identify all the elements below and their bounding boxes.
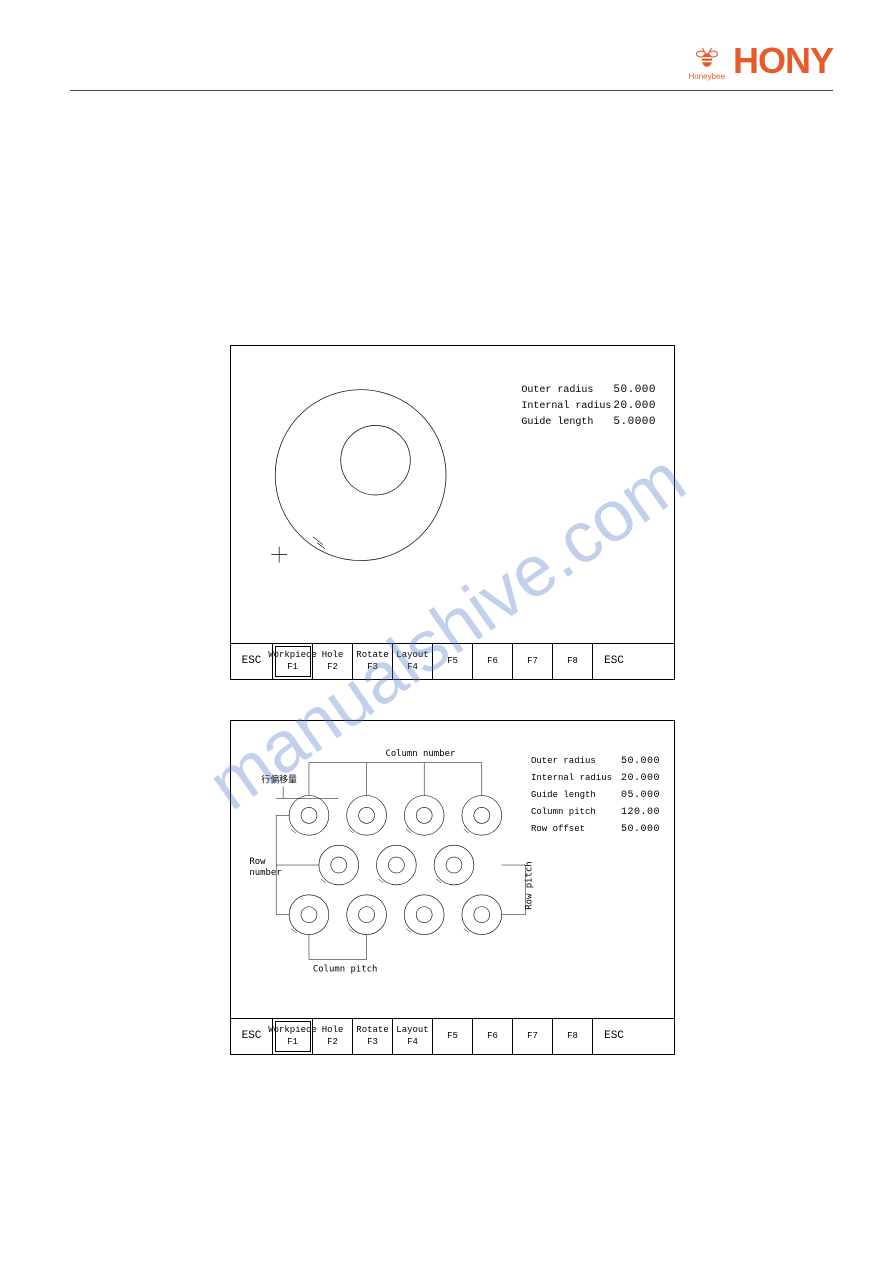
svg-text:Row: Row	[249, 857, 266, 867]
fkey-label: Rotate	[356, 650, 388, 662]
param-label: Outer radius	[521, 385, 613, 396]
function-key-row: ESCWorkpieceF1HoleF2RotateF3LayoutF4F5F6…	[231, 1018, 674, 1054]
f6-button[interactable]: F6	[473, 644, 513, 679]
function-key-row: ESCWorkpieceF1HoleF2RotateF3LayoutF4F5F6…	[231, 643, 674, 679]
param-row: Internal radius 20.000	[521, 400, 656, 412]
canvas-single: Outer radius 50.000 Internal radius 20.0…	[231, 346, 674, 643]
param-value[interactable]: 05.000	[621, 790, 660, 801]
svg-text:Row pitch: Row pitch	[524, 861, 534, 909]
workpiece-panel-layout: Column number 行偏移量 Row number Column pit…	[230, 720, 675, 1055]
f7-button[interactable]: F7	[513, 644, 553, 679]
fkey-label: Workpiece	[268, 1025, 317, 1037]
svg-text:Column pitch: Column pitch	[313, 964, 377, 974]
fkey-number: F5	[447, 1031, 458, 1043]
svg-text:行偏移量: 行偏移量	[261, 774, 297, 786]
f3-button[interactable]: RotateF3	[353, 644, 393, 679]
param-value[interactable]: 50.000	[613, 384, 656, 396]
fkey-label: Hole	[322, 1025, 344, 1037]
svg-text:Column number: Column number	[385, 749, 455, 759]
param-label: Internal radius	[521, 401, 613, 412]
fkey-number: F5	[447, 656, 458, 668]
param-row: Column pitch 120.00	[531, 807, 660, 818]
fkey-label: Rotate	[356, 1025, 388, 1037]
fkey-number: F7	[527, 656, 538, 668]
param-row: Outer radius 50.000	[521, 384, 656, 396]
f1-button[interactable]: WorkpieceF1	[273, 644, 313, 679]
param-list-layout: Outer radius 50.000 Internal radius 20.0…	[531, 756, 660, 841]
param-row: Outer radius 50.000	[531, 756, 660, 767]
fkey-label: Layout	[396, 650, 428, 662]
svg-text:number: number	[249, 868, 282, 878]
f2-button[interactable]: HoleF2	[313, 1019, 353, 1054]
param-value[interactable]: 20.000	[613, 400, 656, 412]
esc-button[interactable]: ESC	[593, 1019, 635, 1054]
param-row: Internal radius 20.000	[531, 773, 660, 784]
esc-button[interactable]: ESC	[231, 1019, 273, 1054]
f5-button[interactable]: F5	[433, 644, 473, 679]
param-label: Guide length	[521, 417, 613, 428]
f8-button[interactable]: F8	[553, 1019, 593, 1054]
param-row: Row offset 50.000	[531, 824, 660, 835]
f2-button[interactable]: HoleF2	[313, 644, 353, 679]
param-value[interactable]: 50.000	[621, 756, 660, 767]
fkey-number: F2	[327, 662, 338, 674]
header-divider	[70, 90, 833, 91]
f6-button[interactable]: F6	[473, 1019, 513, 1054]
page-header: Honeybee HONY	[689, 40, 834, 82]
param-label: Row offset	[531, 824, 621, 834]
fkey-number: F6	[487, 656, 498, 668]
fkey-number: F7	[527, 1031, 538, 1043]
f1-button[interactable]: WorkpieceF1	[273, 1019, 313, 1054]
fkey-number: F8	[567, 1031, 578, 1043]
param-value[interactable]: 20.000	[621, 773, 660, 784]
workpiece-panel-single: Outer radius 50.000 Internal radius 20.0…	[230, 345, 675, 680]
param-row: Guide length 05.000	[531, 790, 660, 801]
fkey-number: F4	[407, 1037, 418, 1049]
param-row: Guide length 5.0000	[521, 416, 656, 428]
f3-button[interactable]: RotateF3	[353, 1019, 393, 1054]
brand-small-label: Honeybee	[689, 72, 725, 81]
param-label: Column pitch	[531, 807, 621, 817]
param-value[interactable]: 50.000	[621, 824, 660, 835]
fkey-number: F6	[487, 1031, 498, 1043]
honeybee-icon	[692, 42, 722, 72]
param-label: Outer radius	[531, 756, 621, 766]
param-value[interactable]: 5.0000	[613, 416, 656, 428]
fkey-number: F3	[367, 1037, 378, 1049]
brand-logo: HONY	[733, 40, 833, 82]
f5-button[interactable]: F5	[433, 1019, 473, 1054]
f8-button[interactable]: F8	[553, 644, 593, 679]
fkey-number: F4	[407, 662, 418, 674]
fkey-label: Hole	[322, 650, 344, 662]
fkey-number: F1	[287, 1037, 298, 1049]
fkey-label: Layout	[396, 1025, 428, 1037]
f4-button[interactable]: LayoutF4	[393, 644, 433, 679]
param-label: Internal radius	[531, 773, 621, 783]
param-list-single: Outer radius 50.000 Internal radius 20.0…	[521, 384, 656, 432]
fkey-label: Workpiece	[268, 650, 317, 662]
fkey-number: F8	[567, 656, 578, 668]
esc-button[interactable]: ESC	[231, 644, 273, 679]
fkey-number: F1	[287, 662, 298, 674]
param-value[interactable]: 120.00	[621, 807, 660, 818]
f7-button[interactable]: F7	[513, 1019, 553, 1054]
fkey-number: F3	[367, 662, 378, 674]
fkey-number: F2	[327, 1037, 338, 1049]
param-label: Guide length	[531, 790, 621, 800]
canvas-layout: Column number 行偏移量 Row number Column pit…	[231, 721, 674, 1018]
esc-button[interactable]: ESC	[593, 644, 635, 679]
f4-button[interactable]: LayoutF4	[393, 1019, 433, 1054]
